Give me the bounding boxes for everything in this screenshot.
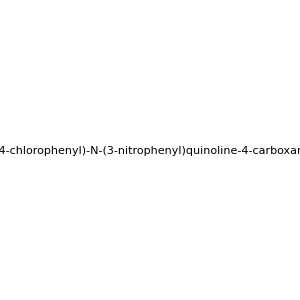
Text: 2-(4-chlorophenyl)-N-(3-nitrophenyl)quinoline-4-carboxamide: 2-(4-chlorophenyl)-N-(3-nitrophenyl)quin… bbox=[0, 146, 300, 157]
